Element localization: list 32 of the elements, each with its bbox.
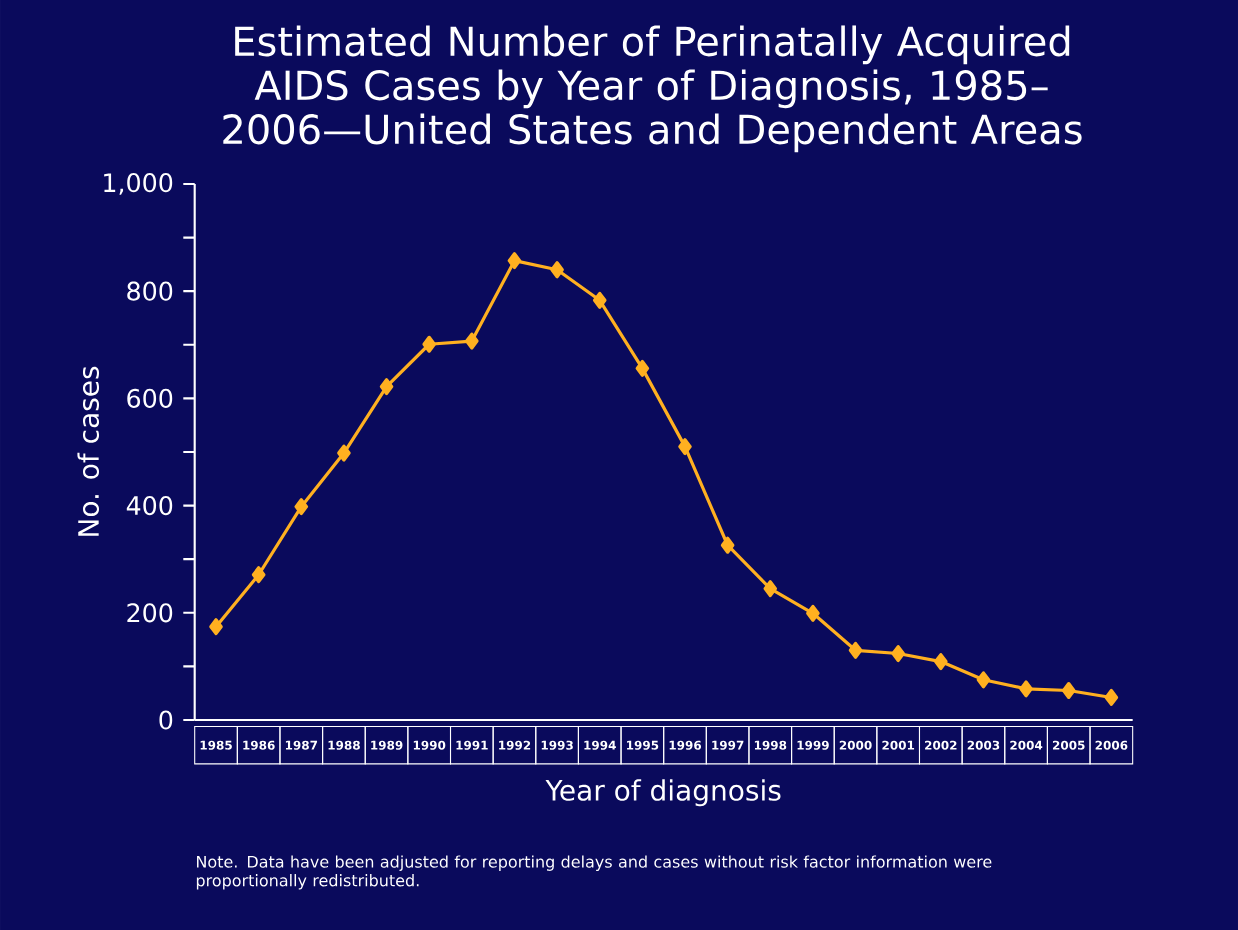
point (763, 580, 778, 598)
x-axis-title: Year of diagnosis (545, 779, 781, 807)
point (678, 438, 692, 456)
point (294, 498, 309, 516)
point (976, 671, 991, 689)
point (891, 644, 905, 663)
y-tick-label: 200 (127, 603, 173, 623)
point (1019, 680, 1033, 698)
point (848, 641, 863, 659)
point (379, 378, 394, 396)
point (1104, 688, 1119, 706)
point (635, 359, 650, 377)
point (337, 444, 351, 462)
point (465, 332, 479, 350)
point (507, 252, 522, 270)
chart-title: Estimated Number of Perinatally Acquired AIDS Cases by Year of Diagnosis, 1985–2006—United States and Dependent Areas (223, 25, 1082, 153)
point (806, 604, 820, 622)
y-axis-title: No. of cases (77, 366, 100, 536)
point (550, 261, 564, 279)
point (720, 536, 735, 554)
y-tick-label: 0 (159, 710, 173, 730)
point (592, 291, 607, 309)
point (251, 566, 266, 584)
y-tick-label: 600 (127, 388, 173, 408)
point (934, 653, 948, 671)
point (422, 335, 436, 353)
point (1061, 681, 1076, 700)
y-tick-label: 400 (126, 495, 173, 516)
y-tick-label: 800 (127, 281, 173, 301)
text: Note. Data have been adjusted for reporting delays and cases without risk factor information were proportionally redistributed. (196, 855, 992, 890)
y-tick-label: 1,000 (104, 173, 173, 195)
point (209, 618, 223, 636)
